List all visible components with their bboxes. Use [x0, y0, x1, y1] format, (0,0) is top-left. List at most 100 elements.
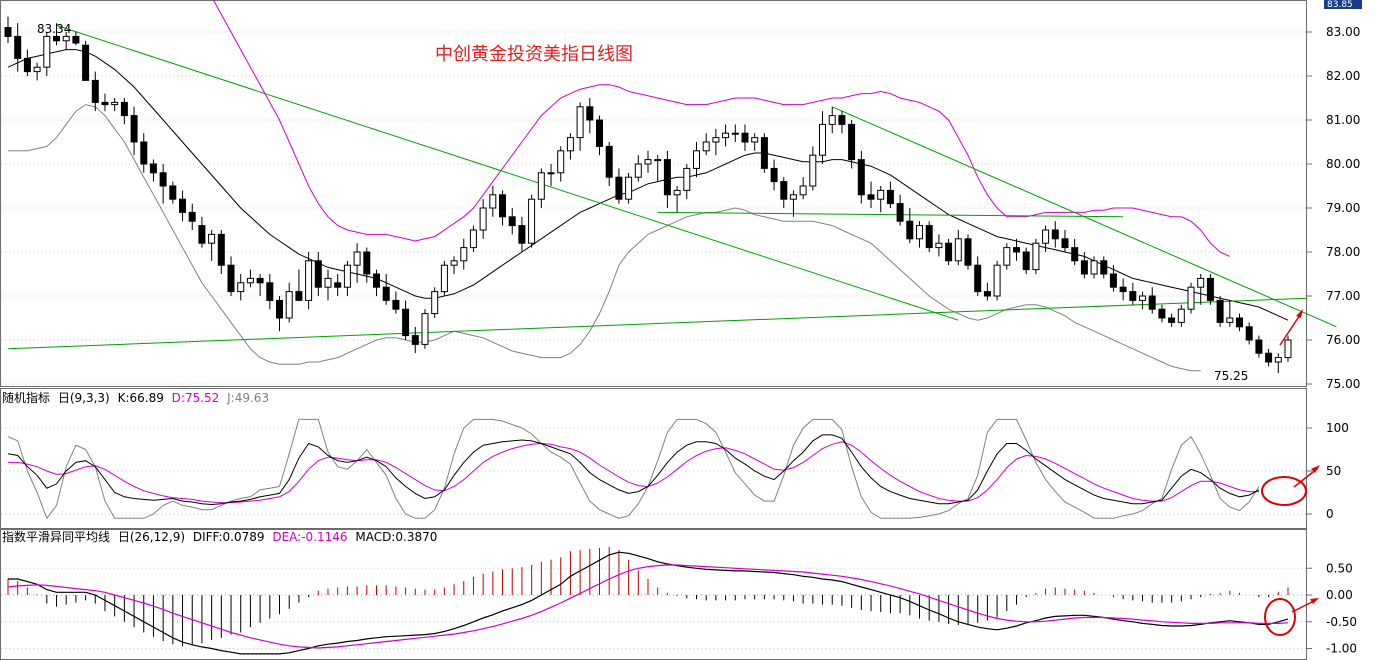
candle-down [983, 291, 991, 297]
candle-down [1265, 352, 1273, 363]
candle-up [1284, 339, 1292, 359]
grid-lines [1, 31, 1306, 649]
candle-up [557, 150, 565, 174]
candle-down [1255, 339, 1263, 354]
high-annotation: 83.34 [37, 22, 71, 36]
candle-down [169, 185, 177, 200]
candle-up [440, 264, 448, 293]
kdj-d-value: D:75.52 [172, 391, 220, 405]
candle-up [305, 260, 313, 301]
macd-tick-label: 0.00 [1326, 588, 1353, 602]
candle-down [605, 145, 613, 178]
candle-down [1100, 260, 1108, 275]
price-tick-label: 81.00 [1326, 113, 1360, 127]
candle-up [1187, 286, 1195, 310]
candle-down [1245, 326, 1253, 341]
price-tick-label: 76.00 [1326, 333, 1360, 347]
candle-up [537, 172, 545, 200]
candle-down [91, 79, 99, 103]
candle-down [411, 335, 419, 345]
candle-down [1051, 229, 1059, 240]
macd-tick-label: -0.50 [1326, 615, 1357, 629]
price-arrow-icon [1279, 311, 1303, 346]
candle-up [111, 101, 119, 106]
candle-up [566, 137, 574, 152]
candle-down [4, 27, 12, 37]
candle-up [789, 194, 797, 200]
candle-down [1129, 291, 1137, 301]
candle-down [1119, 286, 1127, 293]
candle-down [1216, 299, 1224, 323]
price-arrowhead-icon [1296, 309, 1303, 318]
candle-down [848, 123, 856, 161]
candle-down [382, 286, 390, 301]
candle-up [1177, 308, 1185, 323]
candle-up [751, 137, 759, 143]
candle-down [276, 299, 283, 319]
kdj-k-value: K:66.89 [118, 391, 164, 405]
kdj-arrowhead-icon [1311, 465, 1320, 473]
macd-diff-value: DIFF:0.0789 [193, 530, 265, 544]
candle-up [935, 242, 943, 249]
macd-arrowhead-icon [1310, 598, 1319, 604]
candle-up [237, 282, 245, 293]
candle-up [731, 132, 739, 135]
candle-down [760, 137, 768, 169]
candle-down [964, 238, 972, 266]
candle-down [499, 194, 506, 218]
trendline [657, 211, 1124, 218]
trendline [832, 106, 1337, 328]
candle-up [702, 141, 710, 152]
red-annotations [1261, 309, 1320, 636]
candle-down [596, 119, 603, 147]
candle-down [101, 101, 109, 106]
candle-up [1274, 357, 1282, 363]
candle-down [266, 282, 274, 301]
kdj-pane-border [0, 388, 1307, 529]
candle-down [188, 211, 196, 222]
candle-up [62, 35, 70, 42]
kdj-name: 随机指标 [2, 390, 50, 405]
candle-up [460, 247, 468, 262]
kdj-circle-icon [1261, 476, 1307, 506]
macd-dea-line [7, 564, 1289, 649]
candle-up [828, 115, 836, 125]
macd-params: 日(26,12,9) [118, 530, 185, 544]
candle-down [945, 242, 953, 262]
candle-down [1236, 317, 1243, 328]
kdj-k-line [7, 434, 1260, 506]
kdj-tick-label: 0 [1326, 507, 1334, 521]
candle-up [1003, 247, 1011, 266]
candle-down [1022, 251, 1030, 271]
candle-up [1032, 242, 1040, 271]
y-axis-ticks: 83.00 82.00 81.00 80.00 79.00 78.00 77.00 76.00… [1306, 25, 1360, 656]
candle-up [644, 159, 652, 165]
candle-up [954, 238, 962, 262]
candle-up [993, 264, 1001, 297]
candle-up [208, 233, 216, 244]
candle-down [373, 273, 380, 288]
candle-down [518, 225, 526, 244]
candle-up [324, 277, 332, 288]
candle-up [683, 167, 691, 191]
candle-down [615, 176, 623, 200]
candle-up [431, 291, 439, 315]
candle-down [363, 251, 371, 275]
candle-up [819, 123, 826, 156]
candle-up [479, 207, 487, 231]
kdj-tick-label: 50 [1326, 464, 1341, 478]
candle-down [130, 115, 138, 143]
candle-down [1061, 238, 1069, 249]
candle-up [528, 198, 536, 244]
kdj-d-line [8, 441, 1259, 504]
candle-up [343, 264, 351, 288]
candle-up [673, 189, 681, 196]
bollinger-upper-line [212, 0, 1231, 257]
candle-down [72, 35, 80, 44]
candle-up [1139, 295, 1146, 301]
candle-down [14, 35, 22, 59]
trendline [56, 24, 959, 321]
candle-up [1042, 229, 1050, 244]
price-tick-label: 75.00 [1326, 377, 1360, 391]
